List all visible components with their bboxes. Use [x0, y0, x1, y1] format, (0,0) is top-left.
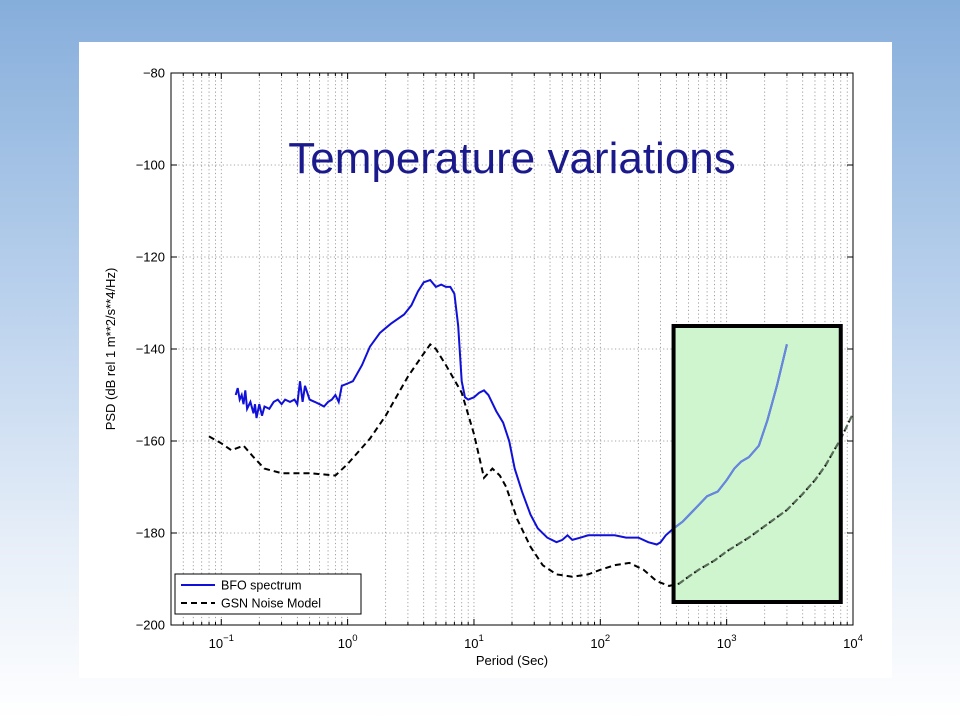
axis-ticks: 10−1 100 101 102 103 104 −80 −100 −120 −140 −160 −1… [136, 66, 863, 652]
x-tick-label: 103 [717, 633, 737, 651]
x-tick-label: 102 [590, 633, 610, 651]
gsn-noise-model-highlight-line [678, 412, 853, 585]
x-axis-label: Period (Sec) [476, 653, 548, 668]
x-tick-label: 101 [464, 633, 484, 651]
series-lines [208, 278, 853, 587]
y-tick-label: −160 [136, 434, 165, 449]
legend-label-bfo-spectrum: BFO spectrum [221, 579, 302, 593]
slide-panel: 10−1 100 101 102 103 104 −80 −100 −120 −140 −160 −1… [79, 42, 892, 678]
x-tick-label: 100 [338, 633, 358, 651]
legend-label-gsn-noise-model: GSN Noise Model [221, 597, 321, 611]
chart-title: Temperature variations [288, 134, 736, 183]
y-axis-label: PSD (dB rel 1 m**2/s**4/Hz) [103, 268, 118, 431]
temperature-highlight-border [671, 324, 843, 604]
chart: 10−1 100 101 102 103 104 −80 −100 −120 −140 −160 −1… [103, 66, 863, 669]
x-tick-label: 104 [843, 633, 863, 651]
x-tick-label: 10−1 [209, 633, 234, 651]
y-tick-label: −120 [136, 250, 165, 265]
temperature-highlight-region [673, 326, 841, 602]
y-tick-label: −140 [136, 342, 165, 357]
y-tick-label: −80 [143, 66, 165, 81]
legend: BFO spectrum GSN Noise Model [174, 573, 362, 615]
y-tick-label: −200 [136, 618, 165, 633]
y-tick-label: −100 [136, 158, 165, 173]
y-tick-label: −180 [136, 526, 165, 541]
bfo-spectrum-line [234, 278, 788, 546]
bfo-spectrum-highlight-line [673, 344, 788, 530]
legend-box [174, 573, 362, 615]
